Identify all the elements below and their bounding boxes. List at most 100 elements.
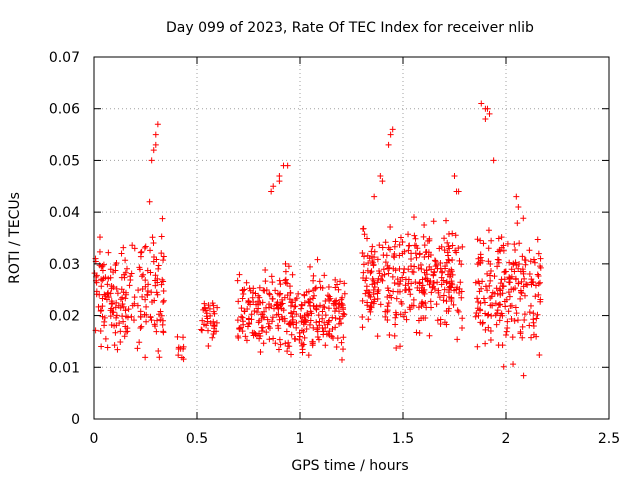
data-point bbox=[424, 278, 431, 285]
data-point bbox=[284, 348, 291, 355]
data-point bbox=[448, 294, 455, 301]
data-point bbox=[234, 333, 241, 340]
data-point bbox=[535, 250, 542, 257]
data-point bbox=[457, 279, 464, 286]
data-point bbox=[313, 319, 320, 326]
data-point bbox=[493, 285, 500, 292]
data-point bbox=[456, 257, 463, 264]
data-point bbox=[370, 298, 377, 305]
data-point bbox=[434, 317, 441, 324]
data-point bbox=[99, 277, 106, 284]
data-point bbox=[445, 243, 452, 250]
data-point bbox=[436, 245, 443, 252]
data-point bbox=[277, 290, 284, 297]
data-point bbox=[382, 308, 389, 315]
data-point bbox=[137, 308, 144, 315]
data-point bbox=[115, 302, 122, 309]
data-point bbox=[159, 276, 166, 283]
data-point bbox=[426, 263, 433, 270]
data-point bbox=[299, 314, 306, 321]
data-point bbox=[174, 333, 181, 340]
data-point bbox=[335, 286, 342, 293]
data-point bbox=[407, 291, 414, 298]
data-point bbox=[492, 300, 499, 307]
data-point bbox=[332, 276, 339, 283]
data-point bbox=[482, 310, 489, 317]
data-point bbox=[317, 302, 324, 309]
data-point bbox=[102, 274, 109, 281]
data-point bbox=[424, 275, 431, 282]
y-tick-label: 0.07 bbox=[49, 50, 80, 66]
data-point bbox=[158, 281, 165, 288]
data-point bbox=[515, 203, 522, 210]
data-point bbox=[138, 248, 145, 255]
data-point bbox=[262, 267, 269, 274]
data-point bbox=[370, 262, 377, 269]
data-point bbox=[511, 241, 518, 248]
data-point bbox=[210, 318, 217, 325]
data-point bbox=[443, 217, 450, 224]
data-point bbox=[145, 281, 152, 288]
data-point bbox=[128, 313, 135, 320]
data-point bbox=[275, 346, 282, 353]
x-tick-label: 2 bbox=[502, 431, 511, 447]
data-point bbox=[480, 240, 487, 247]
data-point bbox=[387, 246, 394, 253]
y-tick-label: 0.04 bbox=[49, 205, 80, 221]
data-point bbox=[131, 294, 138, 301]
data-point bbox=[504, 318, 511, 325]
data-point bbox=[265, 320, 272, 327]
data-point bbox=[535, 280, 542, 287]
data-point bbox=[124, 314, 131, 321]
data-point bbox=[144, 288, 151, 295]
data-point bbox=[153, 289, 160, 296]
data-point bbox=[445, 256, 452, 263]
data-point bbox=[309, 340, 316, 347]
data-point bbox=[477, 300, 484, 307]
data-point bbox=[321, 304, 328, 311]
data-point bbox=[340, 346, 347, 353]
data-point bbox=[319, 284, 326, 291]
data-point bbox=[494, 256, 501, 263]
data-point bbox=[310, 272, 317, 279]
data-point bbox=[113, 314, 120, 321]
data-point bbox=[359, 225, 366, 232]
data-point bbox=[418, 284, 425, 291]
x-axis-label: GPS time / hours bbox=[291, 458, 408, 474]
data-point bbox=[131, 245, 138, 252]
data-point bbox=[325, 305, 332, 312]
data-point bbox=[300, 319, 307, 326]
data-point bbox=[385, 270, 392, 277]
data-point bbox=[262, 278, 269, 285]
data-point bbox=[268, 273, 275, 280]
data-point bbox=[338, 339, 345, 346]
data-point bbox=[505, 308, 512, 315]
data-point bbox=[262, 304, 269, 311]
data-point bbox=[476, 259, 483, 266]
data-point bbox=[487, 327, 494, 334]
data-point bbox=[369, 243, 376, 250]
data-point bbox=[108, 305, 115, 312]
data-point bbox=[93, 279, 100, 286]
data-point bbox=[304, 311, 311, 318]
data-point bbox=[437, 260, 444, 267]
data-point bbox=[537, 263, 544, 270]
data-point bbox=[119, 313, 126, 320]
data-point bbox=[99, 295, 106, 302]
data-point bbox=[205, 327, 212, 334]
x-tick-label: 1.5 bbox=[392, 431, 414, 447]
data-point bbox=[105, 289, 112, 296]
data-point bbox=[532, 293, 539, 300]
data-point bbox=[487, 261, 494, 268]
data-point bbox=[476, 288, 483, 295]
data-point bbox=[338, 356, 345, 363]
data-point bbox=[388, 294, 395, 301]
data-point bbox=[371, 193, 378, 200]
data-point bbox=[479, 320, 486, 327]
data-point bbox=[234, 317, 241, 324]
data-point bbox=[530, 256, 537, 263]
data-point bbox=[446, 257, 453, 264]
data-point bbox=[428, 289, 435, 296]
data-point bbox=[497, 280, 504, 287]
data-point bbox=[510, 361, 517, 368]
